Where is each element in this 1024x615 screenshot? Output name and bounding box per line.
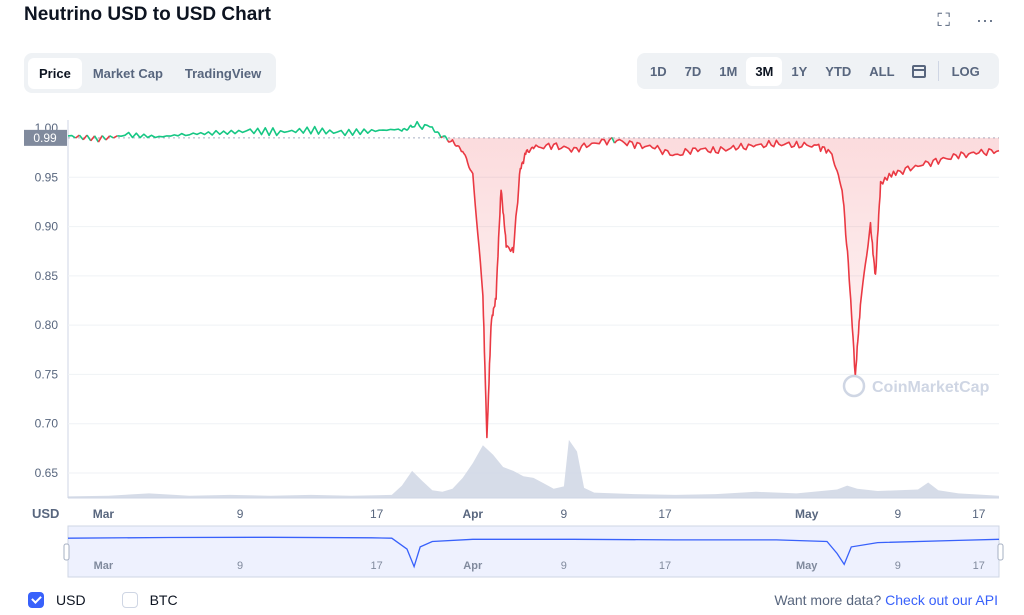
navigator-tick-label: 17 xyxy=(371,560,383,572)
watermark-text: CoinMarketCap xyxy=(872,379,990,396)
coinmarketcap-logo-icon xyxy=(842,374,866,398)
x-axis: Mar 9 17 Apr 9 17 May 9 17 xyxy=(93,507,986,521)
top-icons: ⛶ ··· xyxy=(937,10,994,30)
btc-label: BTC xyxy=(149,592,178,608)
price-segment xyxy=(113,135,118,139)
price-segment xyxy=(82,134,88,141)
tab-tradingview[interactable]: TradingView xyxy=(184,65,262,81)
chart-type-tabs: Price Market Cap TradingView xyxy=(24,53,277,93)
usd-label: USD xyxy=(56,592,86,608)
baseline-badge xyxy=(24,129,67,146)
page-title: Neutrino USD to USD Chart xyxy=(24,4,271,25)
navigator-tick-label: 17 xyxy=(973,560,985,572)
y-tick-label: 0.95 xyxy=(35,170,59,184)
price-segment xyxy=(78,134,84,141)
x-tick-label: Mar xyxy=(93,507,115,521)
y-axis: 0.650.700.750.800.850.900.951.000.99 xyxy=(24,121,67,480)
range-navigator[interactable]: Mar 9 17 Apr 9 17 May 9 17 xyxy=(63,525,1004,578)
price-segment xyxy=(101,135,107,141)
navigator-tick-label: 9 xyxy=(895,560,901,572)
range-all[interactable]: ALL xyxy=(869,63,895,79)
baseline-label: 0.99 xyxy=(33,131,57,145)
range-3m[interactable]: 3M xyxy=(746,56,783,86)
price-segment xyxy=(611,137,616,144)
x-tick-label: 9 xyxy=(237,507,244,521)
range-7d[interactable]: 7D xyxy=(684,63,702,79)
price-segment xyxy=(75,134,80,139)
api-link[interactable]: Check out our API xyxy=(885,592,998,608)
watermark: CoinMarketCap xyxy=(842,374,990,398)
tab-market-cap[interactable]: Market Cap xyxy=(92,65,163,81)
y-tick-label: 0.90 xyxy=(35,220,59,234)
btc-checkbox[interactable] xyxy=(121,592,138,608)
price-line xyxy=(67,120,1000,439)
navigator-tick-label: 17 xyxy=(659,560,671,572)
fullscreen-icon[interactable]: ⛶ xyxy=(937,10,951,30)
price-chart[interactable]: 0.650.700.750.800.850.900.951.000.99 Mar… xyxy=(0,0,1024,590)
price-segment xyxy=(109,135,114,139)
x-tick-label: 17 xyxy=(370,507,384,521)
price-segment xyxy=(442,135,449,141)
navigator-line xyxy=(67,536,1000,569)
navigator-handle-left xyxy=(63,543,70,561)
y-tick-label: 0.85 xyxy=(35,269,59,283)
more-data-note: Want more data? Check out our API xyxy=(774,592,998,608)
log-toggle[interactable]: LOG xyxy=(951,63,980,79)
navigator-tick-label: Mar xyxy=(94,560,114,572)
volume-area xyxy=(68,439,999,498)
price-segment xyxy=(90,135,96,142)
x-tick-label: 9 xyxy=(561,507,568,521)
time-range-selector: 1D 7D 1M 3M 1Y YTD ALL LOG xyxy=(637,53,999,89)
navigator-handle-right xyxy=(997,543,1004,561)
y-tick-label: 0.70 xyxy=(35,417,59,431)
range-divider xyxy=(937,61,939,81)
navigator-tick-label: 9 xyxy=(561,560,567,572)
price-segment xyxy=(613,138,1000,377)
price-segment xyxy=(440,136,443,139)
currency-label: USD xyxy=(32,506,59,521)
price-segment xyxy=(446,136,613,439)
more-options-icon[interactable]: ··· xyxy=(976,10,994,30)
range-ytd[interactable]: YTD xyxy=(825,63,852,79)
x-tick-label: 17 xyxy=(658,507,672,521)
navigator-window xyxy=(67,525,1000,578)
x-tick-label: 9 xyxy=(894,507,901,521)
navigator-tick-label: 9 xyxy=(237,560,243,572)
price-segment xyxy=(67,134,77,139)
price-segment xyxy=(93,135,100,143)
range-1y[interactable]: 1Y xyxy=(791,63,808,79)
more-data-text: Want more data? xyxy=(774,592,882,608)
y-tick-label: 0.80 xyxy=(35,318,59,332)
navigator-tick-label: Apr xyxy=(463,560,483,572)
price-segment xyxy=(117,120,442,139)
y-tick-label: 0.75 xyxy=(35,367,59,381)
usd-checkbox[interactable] xyxy=(28,592,44,608)
x-tick-label: 17 xyxy=(972,507,986,521)
navigator-tick-label: May xyxy=(796,560,818,572)
y-tick-label: 0.65 xyxy=(35,466,59,480)
price-segment xyxy=(105,135,111,141)
below-baseline-fill xyxy=(68,137,999,438)
series-legend: USD BTC xyxy=(28,592,214,608)
range-1m[interactable]: 1M xyxy=(719,63,738,79)
tab-price[interactable]: Price xyxy=(28,57,82,89)
range-1d[interactable]: 1D xyxy=(650,63,667,79)
calendar-icon[interactable] xyxy=(911,64,926,78)
price-segment xyxy=(86,134,92,142)
price-segment xyxy=(97,135,103,143)
volume-area-path xyxy=(68,439,999,498)
x-tick-label: Apr xyxy=(462,507,483,521)
x-tick-label: May xyxy=(795,507,819,521)
